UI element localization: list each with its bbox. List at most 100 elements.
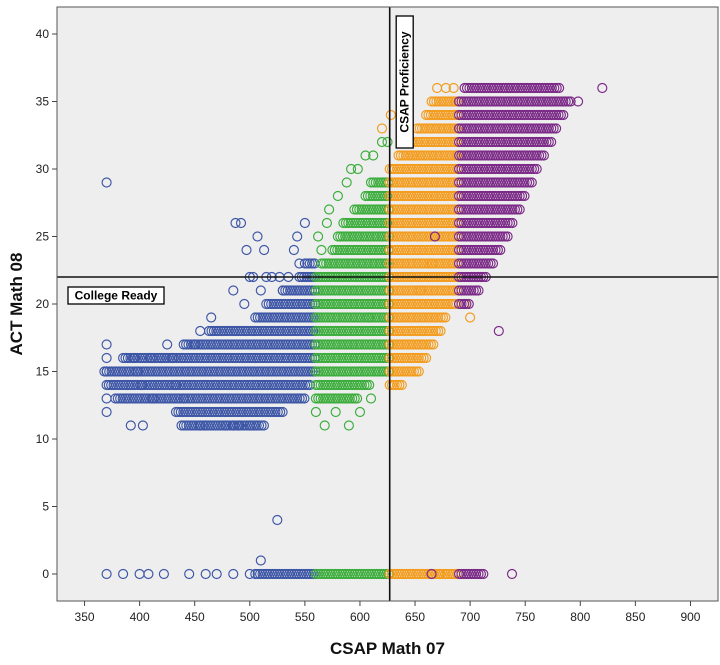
data-point xyxy=(487,136,499,148)
data-point xyxy=(210,352,221,364)
data-point xyxy=(315,366,326,377)
data-point xyxy=(234,379,245,391)
data-point xyxy=(366,204,377,215)
data-point xyxy=(205,339,216,350)
data-point xyxy=(500,136,511,148)
data-point xyxy=(300,298,311,310)
data-point xyxy=(478,568,489,580)
data-point xyxy=(301,312,312,323)
data-point xyxy=(456,96,467,107)
data-point xyxy=(408,312,419,323)
data-point xyxy=(430,244,441,256)
data-point xyxy=(399,190,410,202)
data-point xyxy=(541,136,552,148)
data-point xyxy=(272,514,283,526)
data-point xyxy=(122,393,133,404)
data-point xyxy=(526,177,537,188)
data-point xyxy=(425,177,436,188)
data-point xyxy=(320,325,331,337)
data-point xyxy=(433,190,444,202)
data-point xyxy=(359,379,370,391)
data-point xyxy=(132,393,143,404)
y-tick-label: 5 xyxy=(42,500,49,514)
data-point xyxy=(366,231,377,242)
data-point xyxy=(369,352,380,364)
data-point xyxy=(322,568,334,580)
data-point xyxy=(316,244,327,256)
data-point xyxy=(448,123,459,134)
data-point xyxy=(352,393,363,404)
data-point xyxy=(280,379,291,391)
data-point xyxy=(537,82,548,94)
data-point xyxy=(423,177,434,188)
data-point xyxy=(483,204,494,215)
data-point xyxy=(376,136,388,148)
data-point xyxy=(456,285,467,296)
data-point xyxy=(399,244,410,256)
data-point xyxy=(423,204,434,215)
data-point xyxy=(365,177,377,188)
data-point xyxy=(320,393,331,404)
data-point xyxy=(125,420,136,431)
data-point xyxy=(170,406,182,418)
data-point xyxy=(394,568,405,580)
data-point xyxy=(185,339,197,350)
data-point xyxy=(125,379,136,391)
data-point xyxy=(492,96,503,107)
data-point xyxy=(512,163,523,175)
data-point xyxy=(404,244,415,256)
data-point xyxy=(466,109,477,121)
data-point xyxy=(394,298,405,310)
data-point xyxy=(236,393,247,404)
data-point xyxy=(442,190,453,202)
data-point xyxy=(454,123,465,134)
data-point xyxy=(404,312,415,323)
data-point xyxy=(267,568,278,580)
data-point xyxy=(289,393,300,404)
data-point xyxy=(425,298,436,310)
data-point xyxy=(275,339,286,350)
data-point xyxy=(291,568,302,580)
data-point xyxy=(376,339,387,350)
data-point xyxy=(475,123,486,134)
data-point xyxy=(244,339,255,350)
data-point xyxy=(538,123,549,134)
data-point xyxy=(541,82,553,94)
data-point xyxy=(267,393,278,404)
data-point xyxy=(246,393,257,404)
data-point xyxy=(373,244,384,256)
data-point xyxy=(514,123,525,134)
data-point xyxy=(514,96,525,107)
data-point xyxy=(487,258,499,269)
data-point xyxy=(158,393,169,404)
data-point xyxy=(387,352,398,364)
data-point xyxy=(223,325,234,337)
data-point xyxy=(475,109,486,121)
data-point xyxy=(497,150,508,161)
data-point xyxy=(493,82,504,94)
data-point xyxy=(517,163,528,175)
data-point xyxy=(404,568,415,580)
data-point xyxy=(266,366,277,377)
data-point xyxy=(299,393,310,404)
data-point xyxy=(180,406,191,418)
data-point xyxy=(361,298,372,310)
data-point xyxy=(325,325,336,337)
data-point xyxy=(258,352,269,364)
data-point xyxy=(504,163,516,175)
data-point xyxy=(284,568,295,580)
data-point xyxy=(423,163,434,175)
data-point xyxy=(326,258,337,269)
data-point xyxy=(394,244,405,256)
data-point xyxy=(478,177,489,188)
data-point xyxy=(255,393,266,404)
x-tick-label: 650 xyxy=(405,610,425,624)
data-point xyxy=(404,231,415,242)
data-point xyxy=(468,163,479,175)
data-point xyxy=(404,366,415,377)
data-point xyxy=(468,231,479,242)
data-point xyxy=(487,217,499,229)
data-point xyxy=(166,379,177,391)
data-point xyxy=(327,339,338,350)
y-tick-label: 0 xyxy=(42,567,49,581)
